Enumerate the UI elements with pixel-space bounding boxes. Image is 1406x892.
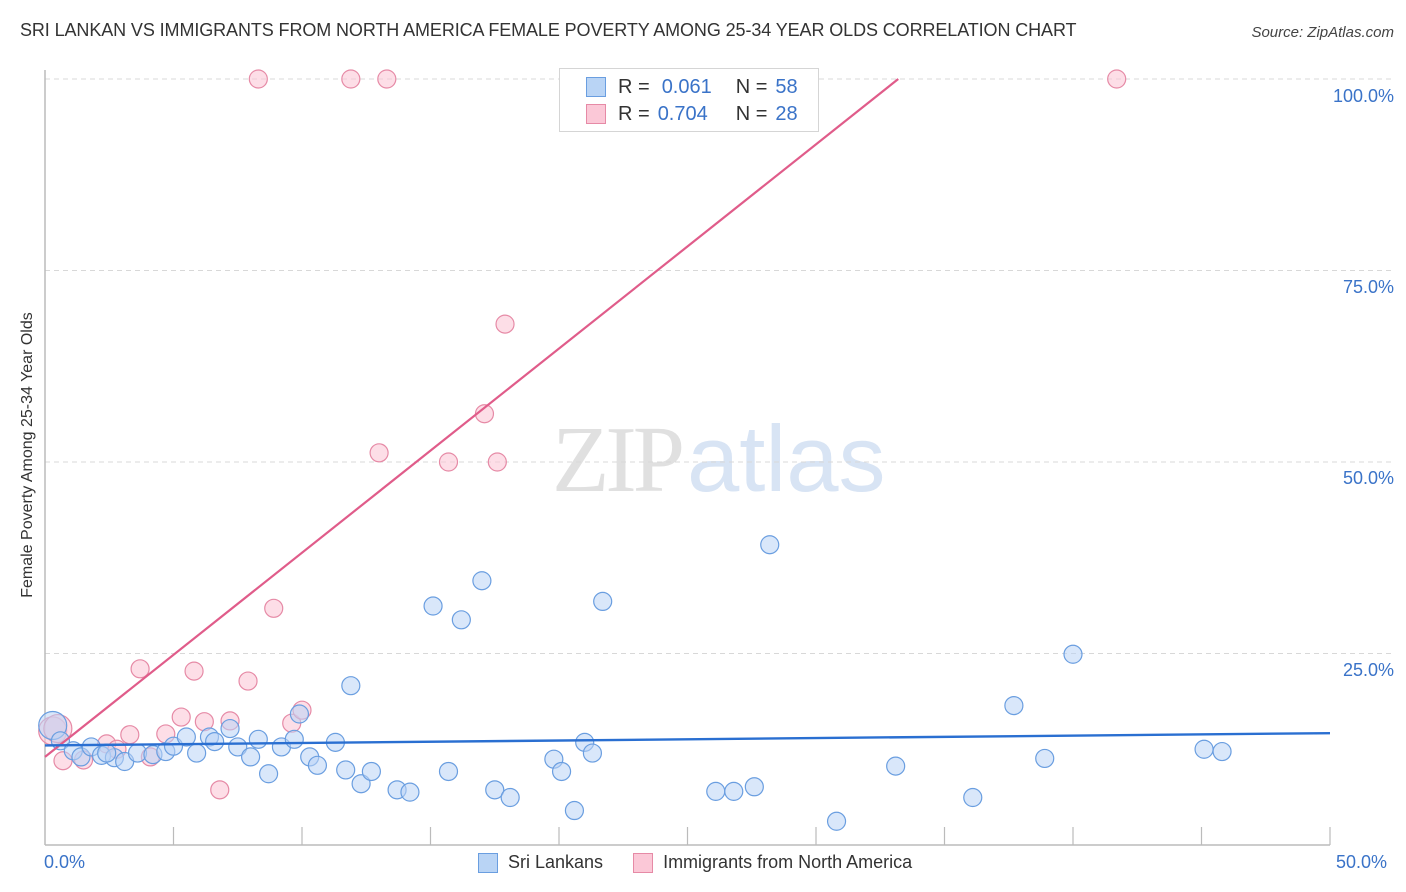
data-point [336,760,356,780]
data-point [97,743,117,763]
data-point [1035,748,1055,769]
immigrants-trendline [44,78,899,758]
chart-title: SRI LANKAN VS IMMIGRANTS FROM NORTH AMER… [20,20,1077,40]
n-label: N = [735,75,768,98]
data-point [487,452,507,472]
data-point [1194,739,1214,759]
data-point [284,729,304,749]
r-value: 0.061 [661,75,712,98]
trendlines [44,78,1331,758]
data-point [451,610,471,630]
series-legend: Sri Lankans Immigrants from North Americ… [478,852,942,873]
data-point [264,598,284,618]
data-point [289,704,310,724]
legend-row-immigrants: R = 0.704 N = 28 [586,102,798,126]
data-point [184,661,204,681]
watermark-zip: ZIP [552,408,685,512]
data-point [593,591,613,612]
watermark-atlas: atlas [687,406,886,511]
blue-swatch-icon [586,77,606,97]
legend-label: Sri Lankans [508,852,604,872]
data-point [187,743,207,763]
y-axis-label: Female Poverty Among 25-34 Year Olds [19,312,36,598]
data-point [220,718,240,739]
source-attribution: Source: ZipAtlas.com [1251,24,1394,41]
y-tick-100: 100.0% [1332,86,1394,106]
data-point [472,571,492,591]
data-point [551,761,572,782]
data-point [248,69,268,89]
n-label: N = [735,102,768,125]
data-point [241,747,261,767]
y-tick-25: 25.0% [1342,660,1394,680]
legend-row-sri-lankans: R = 0.061 N = 58 [586,75,798,99]
data-point [238,671,258,691]
data-point [369,443,389,463]
data-point [500,787,520,808]
data-point [361,761,381,782]
r-label: R = [618,75,650,98]
immigrants-points [38,69,1127,800]
gridlines [45,78,1395,654]
data-point [120,725,140,745]
data-point [423,596,443,616]
data-point [377,69,397,89]
blue-swatch-icon [478,852,498,873]
data-point [495,314,515,334]
data-point [341,69,361,89]
legend-item-sri-lankans[interactable]: Sri Lankans [478,852,603,873]
data-point [248,729,268,749]
zipatlas-watermark: ZIPatlas [552,405,886,514]
data-point [400,782,420,802]
data-point [1063,644,1083,664]
data-point [341,676,361,696]
y-tick-75: 75.0% [1342,277,1394,297]
data-point [210,780,230,800]
y-tick-50: 50.0% [1342,468,1394,488]
data-point [826,811,847,831]
data-point [307,755,328,775]
legend-item-immigrants[interactable]: Immigrants from North America [633,852,912,873]
data-point [564,800,585,821]
data-point [438,452,459,472]
data-point [176,727,196,747]
correlation-legend: R = 0.061 N = 58 R = 0.704 N = 28 [559,68,819,132]
data-point [1212,741,1232,762]
data-point [963,787,983,808]
data-point [351,774,371,794]
data-point [258,764,279,784]
legend-label: Immigrants from North America [663,852,913,872]
pink-swatch-icon [586,104,606,124]
n-value: 28 [775,102,798,125]
pink-swatch-icon [633,852,654,873]
data-point [582,743,603,763]
sri-lankans-trendline [44,731,1331,747]
data-point [1004,695,1024,716]
data-point [706,781,726,801]
data-point [886,756,906,776]
data-point [438,761,459,782]
data-point [130,659,150,679]
data-point [744,777,764,797]
data-point [1107,69,1127,89]
x-tick-0: 0.0% [44,852,86,872]
data-point [485,780,505,800]
x-tick-50: 50.0% [1336,852,1388,872]
r-label: R = [618,102,650,125]
data-point [760,535,780,555]
r-value: 0.704 [657,102,708,125]
n-value: 58 [775,75,798,98]
data-point [205,731,225,752]
data-point [724,781,744,801]
data-point [171,707,191,727]
